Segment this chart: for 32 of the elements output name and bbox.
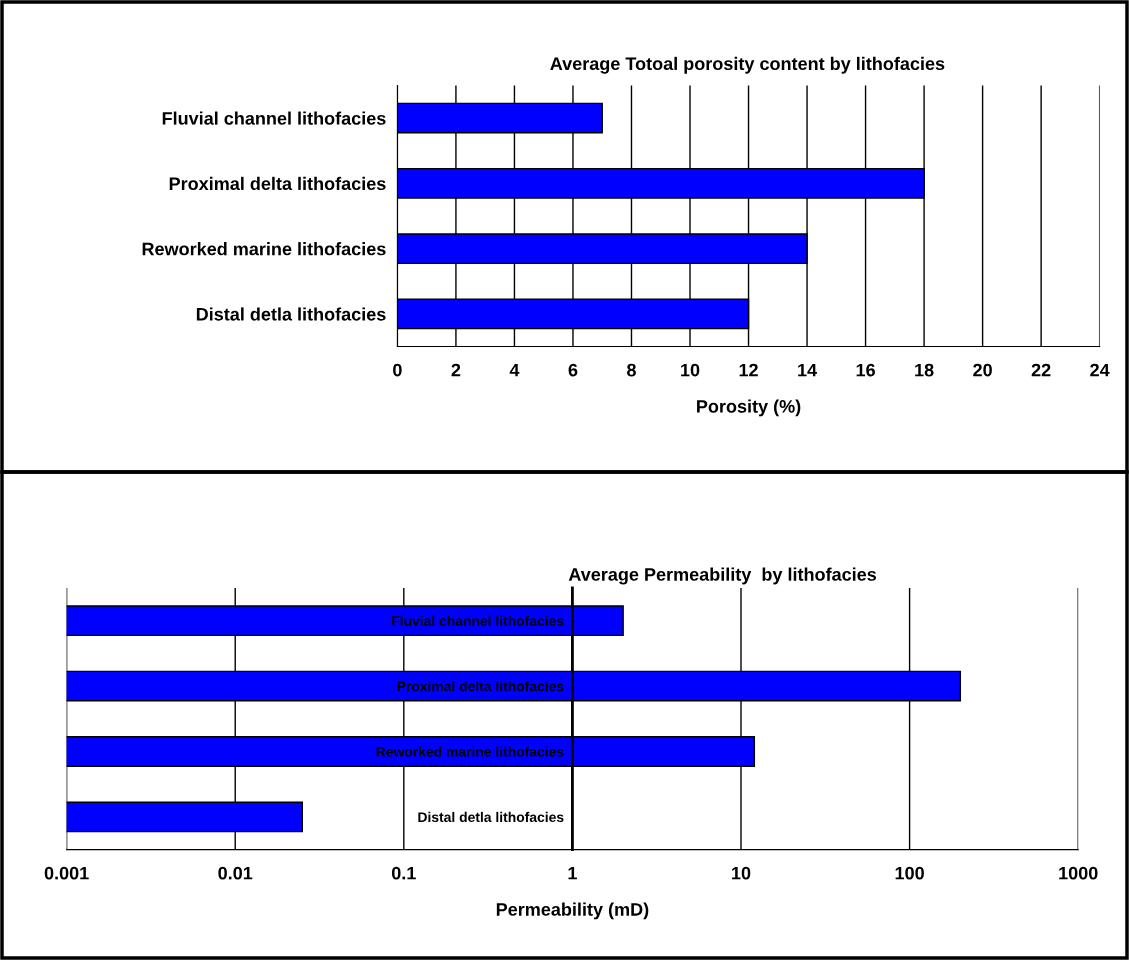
y-tick-label: Reworked marine lithofacies: [376, 746, 564, 757]
x-axis-title: Permeability (mD): [496, 902, 649, 920]
y-tick-label: Distal detla lithofacies: [196, 307, 386, 321]
y-tick-label: Fluvial channel lithofacies: [162, 111, 386, 125]
x-tick-label: 22: [1031, 363, 1051, 377]
x-tick-label: 6: [568, 363, 578, 377]
y-tick-label: Fluvial channel lithofacies: [392, 615, 564, 626]
x-tick-label: 2: [451, 363, 461, 377]
x-tick-label: 20: [973, 363, 992, 377]
x-tick-label: 10: [732, 866, 751, 880]
x-tick-label: 16: [856, 363, 875, 377]
x-tick-label: 8: [627, 363, 636, 377]
x-tick-label: 1000: [1059, 866, 1098, 880]
y-tick-label: Proximal delta lithofacies: [169, 176, 386, 191]
x-tick-label: 100: [895, 866, 924, 880]
x-tick-label: 0.1: [391, 866, 416, 880]
x-tick-label: 18: [915, 363, 934, 377]
y-tick-label: Proximal delta lithofacies: [397, 681, 564, 692]
chart-title: Average Permeability by lithofacies: [568, 567, 877, 585]
x-tick-label: 0.001: [44, 866, 89, 880]
x-tick-label: 12: [739, 363, 758, 377]
x-axis-title: Porosity (%): [697, 399, 801, 417]
x-tick-label: 0: [393, 363, 402, 377]
x-tick-label: 1: [568, 866, 577, 880]
x-tick-label: 10: [681, 363, 700, 377]
x-tick-label: 4: [509, 363, 520, 377]
chart-title: Average Totoal porosity content by lithofacies: [550, 56, 945, 74]
x-tick-label: 24: [1090, 363, 1110, 377]
x-tick-label: 0.01: [218, 866, 253, 880]
y-tick-label: Reworked marine lithofacies: [142, 242, 386, 256]
y-tick-label: Distal detla lithofacies: [418, 811, 564, 823]
x-tick-label: 14: [798, 363, 817, 377]
